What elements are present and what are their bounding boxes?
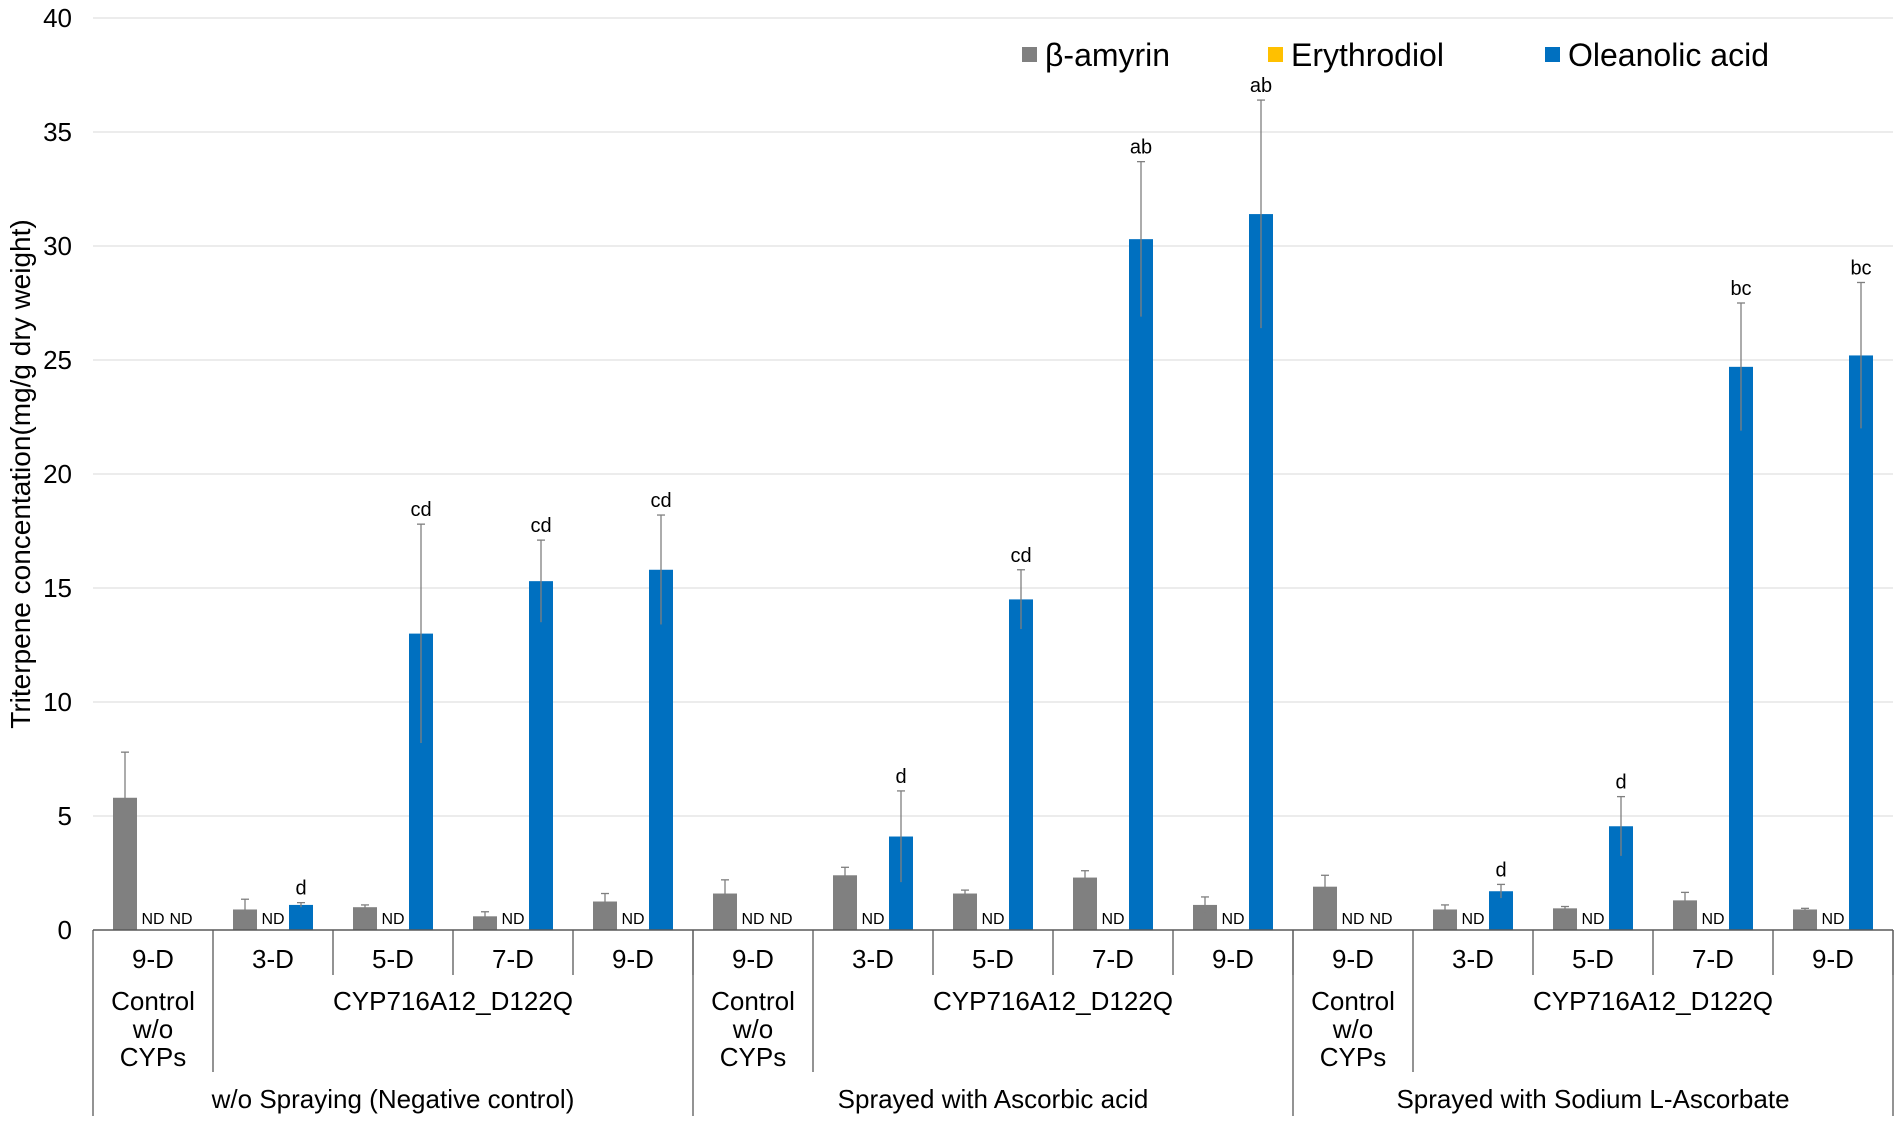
bar-oleanolicacid <box>289 904 313 930</box>
nd-label: ND <box>381 911 404 928</box>
category-day-label: 7-D <box>1692 944 1734 974</box>
nd-label: ND <box>1701 911 1724 928</box>
bar-amyrin <box>1433 909 1457 930</box>
category-day-label: 3-D <box>1452 944 1494 974</box>
category-sub-label: Control <box>711 986 795 1016</box>
bar-amyrin <box>1553 908 1577 930</box>
legend-label: Oleanolic acid <box>1568 37 1769 73</box>
legend-swatch <box>1022 47 1037 62</box>
category-day-label: 9-D <box>612 944 654 974</box>
legend-swatch <box>1268 47 1283 62</box>
bar-amyrin <box>833 875 857 930</box>
category-day-label: 3-D <box>852 944 894 974</box>
significance-label: ab <box>1250 75 1272 97</box>
significance-label: cd <box>410 499 431 521</box>
nd-label: ND <box>261 911 284 928</box>
category-day-label: 9-D <box>1812 944 1854 974</box>
nd-label: ND <box>1341 911 1364 928</box>
bar-amyrin <box>1073 877 1097 930</box>
nd-label: ND <box>741 911 764 928</box>
nd-label: ND <box>169 911 192 928</box>
y-tick-label: 5 <box>58 801 72 831</box>
category-day-label: 7-D <box>492 944 534 974</box>
significance-label: ab <box>1130 137 1152 159</box>
bar-oleanolicacid <box>529 581 553 930</box>
bar-amyrin <box>953 893 977 930</box>
y-tick-label: 10 <box>43 687 72 717</box>
nd-label: ND <box>1821 911 1844 928</box>
y-tick-label: 25 <box>43 345 72 375</box>
nd-label: ND <box>861 911 884 928</box>
bars: ND ND ND d ND cd ND cd ND cd ND ND ND d ND cd ND ab ND ab ND… <box>113 75 1873 931</box>
significance-label: bc <box>1730 278 1751 300</box>
legend: β-amyrin Erythrodiol Oleanolic acid <box>1022 37 1769 73</box>
category-sub-label: CYPs <box>120 1042 186 1072</box>
significance-label: d <box>895 766 906 788</box>
group-label: w/o Spraying (Negative control) <box>211 1084 575 1114</box>
y-tick-label: 35 <box>43 117 72 147</box>
treatment-label: CYP716A12_D122Q <box>333 986 573 1016</box>
bar-amyrin <box>1793 909 1817 930</box>
significance-label: d <box>1495 859 1506 881</box>
category-day-label: 9-D <box>132 944 174 974</box>
nd-label: ND <box>1461 911 1484 928</box>
y-axis: 0 5 10 15 20 25 30 35 40 <box>43 3 72 945</box>
bar-amyrin <box>473 916 497 930</box>
significance-label: cd <box>650 490 671 512</box>
significance-label: bc <box>1850 257 1871 279</box>
nd-label: ND <box>501 911 524 928</box>
significance-label: d <box>295 878 306 900</box>
y-tick-label: 40 <box>43 3 72 33</box>
nd-label: ND <box>1101 911 1124 928</box>
y-tick-label: 0 <box>58 915 72 945</box>
category-sub-label: CYPs <box>720 1042 786 1072</box>
category-day-label: 9-D <box>1332 944 1374 974</box>
category-sub-label: Control <box>111 986 195 1016</box>
y-axis-label: Triterpene concentation(mg/g dry weight) <box>5 219 36 728</box>
bar-oleanolicacid <box>1729 366 1753 931</box>
bar-oleanolicacid <box>1849 355 1873 930</box>
category-day-label: 9-D <box>732 944 774 974</box>
y-tick-label: 20 <box>43 459 72 489</box>
legend-swatch <box>1545 47 1560 62</box>
treatment-label: CYP716A12_D122Q <box>933 986 1173 1016</box>
group-label: Sprayed with Ascorbic acid <box>838 1084 1149 1114</box>
nd-label: ND <box>1581 911 1604 928</box>
category-day-label: 3-D <box>252 944 294 974</box>
category-sub-label: w/o <box>132 1014 173 1044</box>
category-sub-label: CYPs <box>1320 1042 1386 1072</box>
category-day-label: 5-D <box>372 944 414 974</box>
treatment-label: CYP716A12_D122Q <box>1533 986 1773 1016</box>
nd-label: ND <box>141 911 164 928</box>
category-day-label: 9-D <box>1212 944 1254 974</box>
bar-oleanolicacid <box>1249 214 1273 930</box>
category-sub-label: w/o <box>732 1014 773 1044</box>
bar-oleanolicacid <box>1009 599 1033 930</box>
y-tick-label: 15 <box>43 573 72 603</box>
category-day-label: 5-D <box>972 944 1014 974</box>
category-sub-label: w/o <box>1332 1014 1373 1044</box>
y-tick-label: 30 <box>43 231 72 261</box>
bar-oleanolicacid <box>1129 239 1153 930</box>
significance-label: d <box>1615 772 1626 794</box>
bar-amyrin <box>353 907 377 930</box>
category-sub-label: Control <box>1311 986 1395 1016</box>
nd-label: ND <box>769 911 792 928</box>
significance-label: cd <box>1010 545 1031 567</box>
category-day-label: 7-D <box>1092 944 1134 974</box>
category-day-label: 5-D <box>1572 944 1614 974</box>
significance-label: cd <box>530 515 551 537</box>
nd-label: ND <box>1369 911 1392 928</box>
bar-oleanolicacid <box>649 569 673 930</box>
group-label: Sprayed with Sodium L-Ascorbate <box>1396 1084 1789 1114</box>
legend-label: β-amyrin <box>1045 37 1170 73</box>
nd-label: ND <box>981 911 1004 928</box>
legend-label: Erythrodiol <box>1291 37 1444 73</box>
nd-label: ND <box>621 911 644 928</box>
nd-label: ND <box>1221 911 1244 928</box>
grid-lines <box>93 17 1893 817</box>
